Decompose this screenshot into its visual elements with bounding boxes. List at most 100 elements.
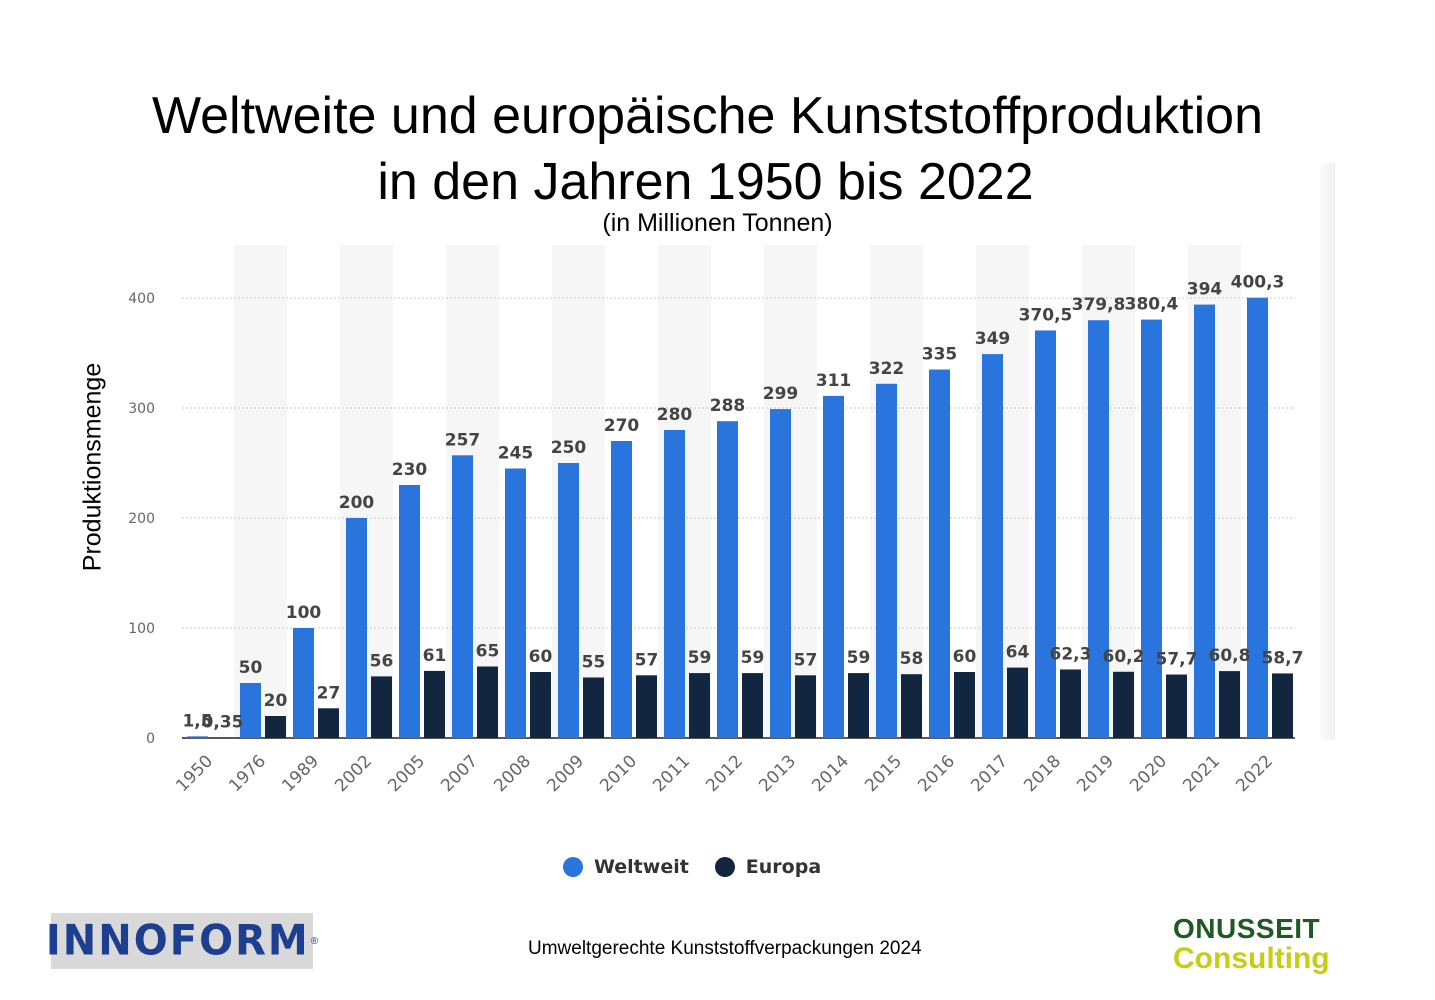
data-label-europa: 65 — [476, 642, 500, 662]
slide-edge-shadow — [1317, 163, 1335, 740]
legend-label: Weltweit — [594, 856, 689, 878]
x-tick-label: 2017 — [967, 751, 1012, 796]
x-tick-label: 2005 — [384, 751, 429, 796]
data-label-europa: 58 — [900, 649, 924, 669]
data-label-europa: 55 — [582, 653, 606, 673]
bar-europa — [530, 672, 551, 738]
bar-weltweit — [399, 485, 420, 738]
data-label-europa: 27 — [317, 683, 341, 703]
onusseit-consulting-logo: ONUSSEIT Consulting — [1173, 914, 1330, 974]
data-label-europa: 62,3 — [1050, 644, 1092, 664]
y-axis-ticks: 0 100 200 300 400 — [128, 291, 155, 747]
data-label-weltweit: 311 — [816, 371, 852, 391]
data-label-weltweit: 322 — [869, 359, 905, 379]
bar-europa — [318, 708, 339, 738]
x-tick-label: 1976 — [225, 751, 270, 796]
data-label-weltweit: 349 — [975, 329, 1011, 349]
legend-item-weltweit[interactable]: Weltweit — [563, 856, 689, 878]
data-label-europa: 61 — [423, 646, 447, 666]
data-label-weltweit: 370,5 — [1019, 305, 1073, 325]
bar-europa — [689, 673, 710, 738]
data-label-weltweit: 380,4 — [1125, 295, 1179, 315]
bar-weltweit — [293, 628, 314, 738]
bar-europa — [371, 676, 392, 738]
bar-weltweit — [505, 468, 526, 738]
legend-label: Europa — [745, 856, 822, 878]
x-tick-label: 2002 — [331, 751, 376, 796]
bar-europa — [1219, 671, 1240, 738]
data-label-weltweit: 288 — [710, 396, 746, 416]
column-band — [234, 245, 287, 738]
data-label-europa: 20 — [264, 691, 288, 711]
x-tick-label: 2018 — [1020, 751, 1065, 796]
data-label-weltweit: 335 — [922, 345, 958, 365]
data-label-europa: 57 — [635, 650, 659, 670]
x-tick-label: 2021 — [1179, 751, 1224, 796]
x-tick-label: 2013 — [755, 751, 800, 796]
chart-title-line-2: in den Jahren 1950 bis 2022 — [377, 153, 1034, 211]
bar-europa — [1007, 667, 1028, 738]
bar-weltweit — [240, 683, 261, 738]
logo-right-line-2: Consulting — [1173, 942, 1330, 975]
x-axis-ticks: 1950 1976 1989 2002 2005 2007 2008 2009 2010 2011… — [172, 751, 1277, 796]
data-label-weltweit: 250 — [551, 438, 587, 458]
x-tick-label: 2007 — [437, 751, 482, 796]
x-tick-label: 2008 — [490, 751, 535, 796]
chart-subtitle: (in Millionen Tonnen) — [602, 209, 833, 237]
bars — [187, 297, 1293, 738]
bar-europa — [901, 674, 922, 738]
data-label-europa: 59 — [847, 648, 871, 668]
x-tick-label: 2016 — [914, 751, 959, 796]
data-label-europa: 60 — [529, 647, 553, 667]
x-tick-label: 2014 — [808, 751, 853, 796]
bar-europa — [636, 675, 657, 738]
data-label-europa: 58,7 — [1262, 648, 1304, 668]
y-tick-label: 300 — [128, 401, 155, 417]
x-tick-label: 1950 — [172, 751, 217, 796]
x-tick-label: 2010 — [596, 751, 641, 796]
data-label-europa: 57,7 — [1156, 650, 1198, 670]
legend-item-europa[interactable]: Europa — [714, 856, 822, 878]
bar-weltweit — [876, 383, 897, 738]
legend-swatch — [714, 857, 735, 877]
y-tick-label: 0 — [146, 731, 155, 747]
bar-weltweit — [1088, 320, 1109, 738]
bar-weltweit — [717, 421, 738, 738]
footer-text: Umweltgerechte Kunststoffverpackungen 20… — [528, 938, 922, 959]
bar-europa — [424, 670, 445, 738]
bar-europa — [848, 673, 869, 738]
bar-europa — [1166, 674, 1187, 738]
data-label-europa: 59 — [688, 648, 712, 668]
bar-weltweit — [187, 736, 208, 738]
bar-europa — [1272, 673, 1293, 738]
innoform-logo: INNOFORM ® — [46, 913, 318, 969]
x-tick-label: 1989 — [278, 751, 323, 796]
y-tick-label: 400 — [128, 291, 155, 307]
data-label-weltweit: 270 — [604, 416, 640, 436]
bar-weltweit — [982, 354, 1003, 738]
data-label-europa: 57 — [794, 650, 818, 670]
data-label-europa: 59 — [741, 648, 765, 668]
x-tick-label: 2012 — [702, 751, 747, 796]
data-label-weltweit: 257 — [445, 430, 481, 450]
bar-europa — [1060, 669, 1081, 738]
registered-mark: ® — [310, 935, 319, 947]
legend: Weltweit Europa — [563, 856, 847, 878]
innoform-logo-text: INNOFORM — [45, 916, 310, 966]
data-label-weltweit: 299 — [763, 384, 799, 404]
data-label-europa: 56 — [370, 651, 394, 671]
data-label-weltweit: 100 — [286, 603, 322, 623]
y-tick-label: 200 — [128, 511, 155, 527]
x-tick-label: 2015 — [861, 751, 906, 796]
data-label-europa: 60 — [953, 647, 977, 667]
bar-europa — [1113, 671, 1134, 738]
chart-title-line-1: Weltweite und europäische Kunststoffprod… — [152, 87, 1263, 145]
bar-europa — [477, 666, 498, 738]
x-tick-label: 2009 — [543, 751, 588, 796]
x-tick-label: 2022 — [1232, 751, 1277, 796]
data-label-weltweit: 280 — [657, 405, 693, 425]
y-tick-label: 100 — [128, 621, 155, 637]
bar-weltweit — [823, 395, 844, 738]
data-label-weltweit: 245 — [498, 444, 534, 464]
